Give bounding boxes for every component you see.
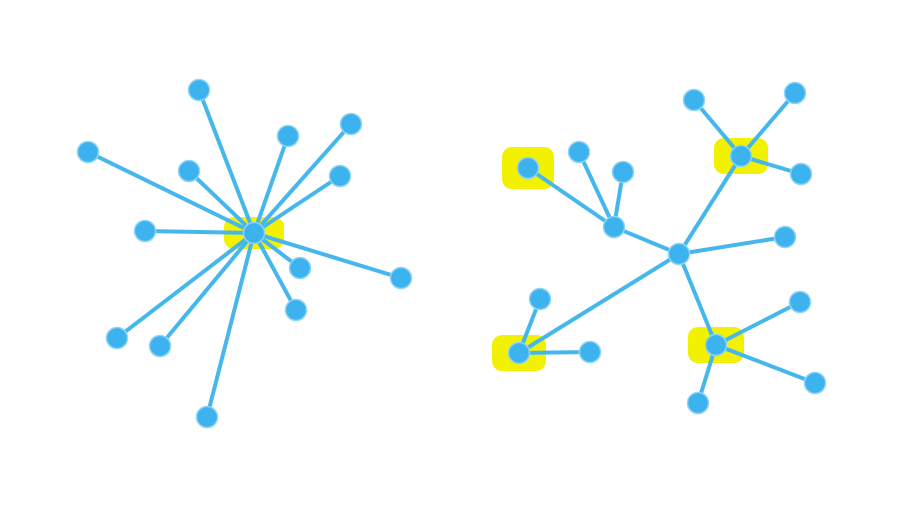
node: [602, 215, 626, 239]
edge: [143, 229, 256, 235]
edge: [205, 231, 256, 419]
edge: [158, 231, 256, 348]
edge: [612, 225, 681, 256]
edge: [252, 231, 298, 312]
edge: [252, 231, 403, 280]
node: [389, 266, 413, 290]
node: [729, 144, 753, 168]
node: [611, 160, 635, 184]
edge: [252, 134, 290, 235]
node: [789, 162, 813, 186]
node: [328, 164, 352, 188]
edge: [115, 231, 256, 340]
edge: [714, 343, 817, 385]
node: [242, 221, 266, 245]
edge: [517, 252, 681, 355]
node: [704, 333, 728, 357]
node: [667, 242, 691, 266]
node: [276, 124, 300, 148]
node: [788, 290, 812, 314]
node: [682, 88, 706, 112]
edge: [677, 252, 718, 347]
node: [773, 225, 797, 249]
node: [195, 405, 219, 429]
nodes: [76, 78, 827, 429]
node: [148, 334, 172, 358]
edge: [197, 88, 256, 235]
edge: [739, 91, 797, 158]
edge: [252, 122, 353, 235]
edge: [714, 300, 802, 347]
node: [516, 156, 540, 180]
node: [686, 391, 710, 415]
edge: [86, 150, 256, 235]
node: [528, 287, 552, 311]
node: [567, 140, 591, 164]
node: [803, 371, 827, 395]
edges: [86, 88, 817, 419]
node: [339, 112, 363, 136]
edge: [187, 169, 256, 235]
edge: [577, 150, 616, 229]
node: [187, 78, 211, 102]
node: [507, 341, 531, 365]
edge: [692, 98, 743, 158]
edge: [526, 166, 616, 229]
edge: [677, 154, 743, 256]
node: [76, 140, 100, 164]
node: [105, 326, 129, 350]
edge: [517, 350, 592, 355]
node: [783, 81, 807, 105]
edge: [252, 174, 342, 235]
node: [133, 219, 157, 243]
node: [288, 256, 312, 280]
node: [284, 298, 308, 322]
node: [578, 340, 602, 364]
edge: [677, 235, 787, 256]
node: [177, 159, 201, 183]
